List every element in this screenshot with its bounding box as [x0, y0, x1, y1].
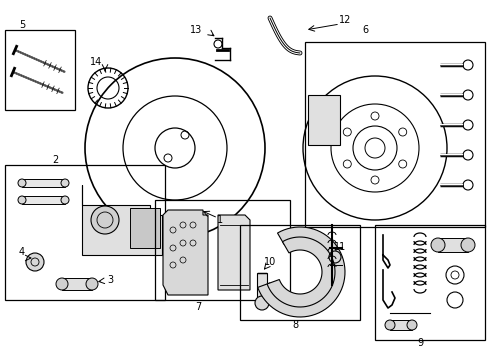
Circle shape — [384, 320, 394, 330]
Polygon shape — [22, 179, 65, 187]
Circle shape — [254, 296, 268, 310]
Bar — [437, 238, 467, 252]
Bar — [240, 225, 359, 320]
Bar — [155, 200, 289, 300]
Text: 11: 11 — [333, 242, 346, 252]
Text: 2: 2 — [52, 155, 58, 165]
Bar — [5, 30, 75, 110]
Text: 1: 1 — [217, 215, 223, 225]
Polygon shape — [307, 95, 339, 145]
Polygon shape — [266, 237, 334, 307]
Text: 6: 6 — [361, 25, 367, 35]
Polygon shape — [257, 227, 344, 317]
Circle shape — [430, 238, 444, 252]
Circle shape — [460, 238, 474, 252]
Text: 4: 4 — [19, 247, 25, 257]
Text: 12: 12 — [338, 15, 350, 25]
Bar — [305, 42, 484, 227]
Circle shape — [91, 206, 119, 234]
Bar — [5, 165, 164, 300]
Circle shape — [56, 278, 68, 290]
Polygon shape — [163, 210, 207, 295]
Bar — [374, 225, 484, 340]
Text: 7: 7 — [195, 302, 201, 312]
Circle shape — [61, 196, 69, 204]
Polygon shape — [82, 185, 162, 255]
Bar — [257, 273, 266, 303]
Bar — [130, 208, 160, 248]
Circle shape — [18, 179, 26, 187]
Text: 5: 5 — [19, 20, 25, 30]
Text: 8: 8 — [291, 320, 298, 330]
Polygon shape — [218, 215, 249, 290]
Bar — [62, 278, 92, 290]
Text: 9: 9 — [416, 338, 422, 348]
Text: 14: 14 — [90, 57, 102, 67]
Circle shape — [406, 320, 416, 330]
Text: 3: 3 — [107, 275, 113, 285]
Circle shape — [18, 196, 26, 204]
Text: 13: 13 — [189, 25, 202, 35]
Circle shape — [26, 253, 44, 271]
Circle shape — [61, 179, 69, 187]
Bar — [389, 320, 411, 330]
Polygon shape — [22, 196, 65, 204]
Circle shape — [86, 278, 98, 290]
Text: 10: 10 — [264, 257, 276, 267]
